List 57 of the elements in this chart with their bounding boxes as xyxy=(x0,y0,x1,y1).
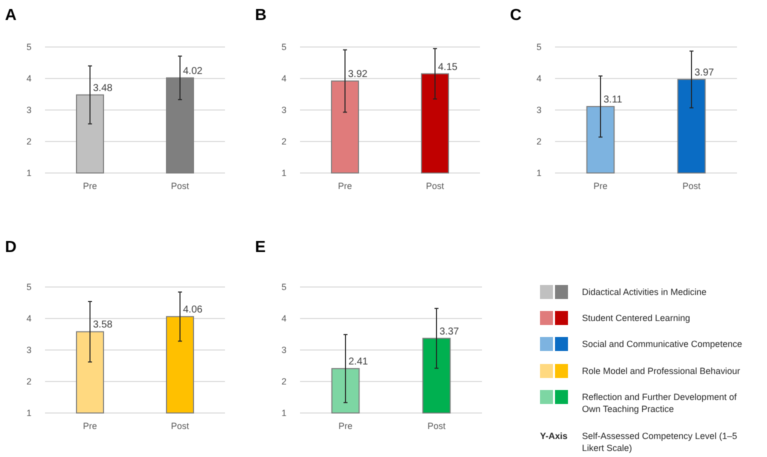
y-tick-label: 3 xyxy=(26,105,32,116)
text: Y-Axis xyxy=(540,431,568,442)
y-tick-label: 3 xyxy=(536,105,542,116)
y-tick-label: 4 xyxy=(281,314,287,324)
x-tick-label: Pre xyxy=(82,181,98,191)
y-tick-label: 5 xyxy=(26,282,32,292)
y-tick-label: 5 xyxy=(281,282,287,292)
data-label: 4.15 xyxy=(438,62,458,73)
y-tick-label: 2 xyxy=(281,376,287,387)
x-tick-label: Pre xyxy=(82,421,98,431)
y-tick-label: 2 xyxy=(281,136,287,147)
data-label: 3.11 xyxy=(604,94,623,106)
y-tick-label: 1 xyxy=(281,408,287,418)
text: Self-Assessed Competency Level (1–5 Likert Scale) xyxy=(582,431,738,453)
y-tick-label: 4 xyxy=(281,74,287,84)
text: Social and Communicative Competence xyxy=(582,339,742,350)
data-label: 3.48 xyxy=(93,82,113,94)
y-tick-label: 1 xyxy=(26,168,32,178)
y-tick-label: 4 xyxy=(536,74,542,84)
chart-title: C xyxy=(510,7,522,24)
y-tick-label: 5 xyxy=(536,42,542,52)
x-tick-label: Post xyxy=(427,421,446,431)
chart-title: E xyxy=(255,239,266,256)
x-tick-label: Pre xyxy=(338,421,353,431)
x-tick-label: Post xyxy=(170,421,190,431)
y-tick-label: 3 xyxy=(26,345,32,356)
x-tick-label: Post xyxy=(426,181,444,191)
x-tick-label: Pre xyxy=(593,181,608,191)
y-tick-label: 2 xyxy=(26,136,32,147)
x-tick-label: Post xyxy=(170,181,190,191)
text: Student Centered Learning xyxy=(582,313,690,324)
data-label: 4.06 xyxy=(183,304,203,316)
y-tick-label: 3 xyxy=(281,345,287,356)
y-tick-label: 3 xyxy=(281,105,287,116)
data-label: 2.41 xyxy=(348,356,368,368)
y-tick-label: 1 xyxy=(26,408,32,418)
y-tick-label: 5 xyxy=(281,42,287,52)
x-tick-label: Post xyxy=(682,181,701,191)
y-tick-label: 2 xyxy=(26,376,32,387)
data-label: 3.37 xyxy=(440,326,460,338)
data-label: 3.97 xyxy=(694,67,714,78)
data-label: 3.58 xyxy=(93,320,113,331)
y-tick-label: 4 xyxy=(26,74,32,84)
data-label: 3.92 xyxy=(348,69,368,80)
chart-title: B xyxy=(255,7,267,24)
chart-title: A xyxy=(5,7,17,24)
y-tick-label: 1 xyxy=(281,168,287,178)
y-tick-label: 2 xyxy=(536,136,542,147)
text: Reflection and Further Development of Own Teaching Practice xyxy=(582,392,738,414)
y-tick-label: 1 xyxy=(536,168,542,178)
y-tick-label: 5 xyxy=(26,42,32,52)
chart-title: D xyxy=(5,239,17,256)
data-label: 4.02 xyxy=(183,66,203,77)
text: Didactical Activities in Medicine xyxy=(582,287,707,298)
text: Role Model and Professional Behaviour xyxy=(582,366,740,376)
x-tick-label: Pre xyxy=(338,181,352,191)
y-tick-label: 4 xyxy=(26,314,32,324)
